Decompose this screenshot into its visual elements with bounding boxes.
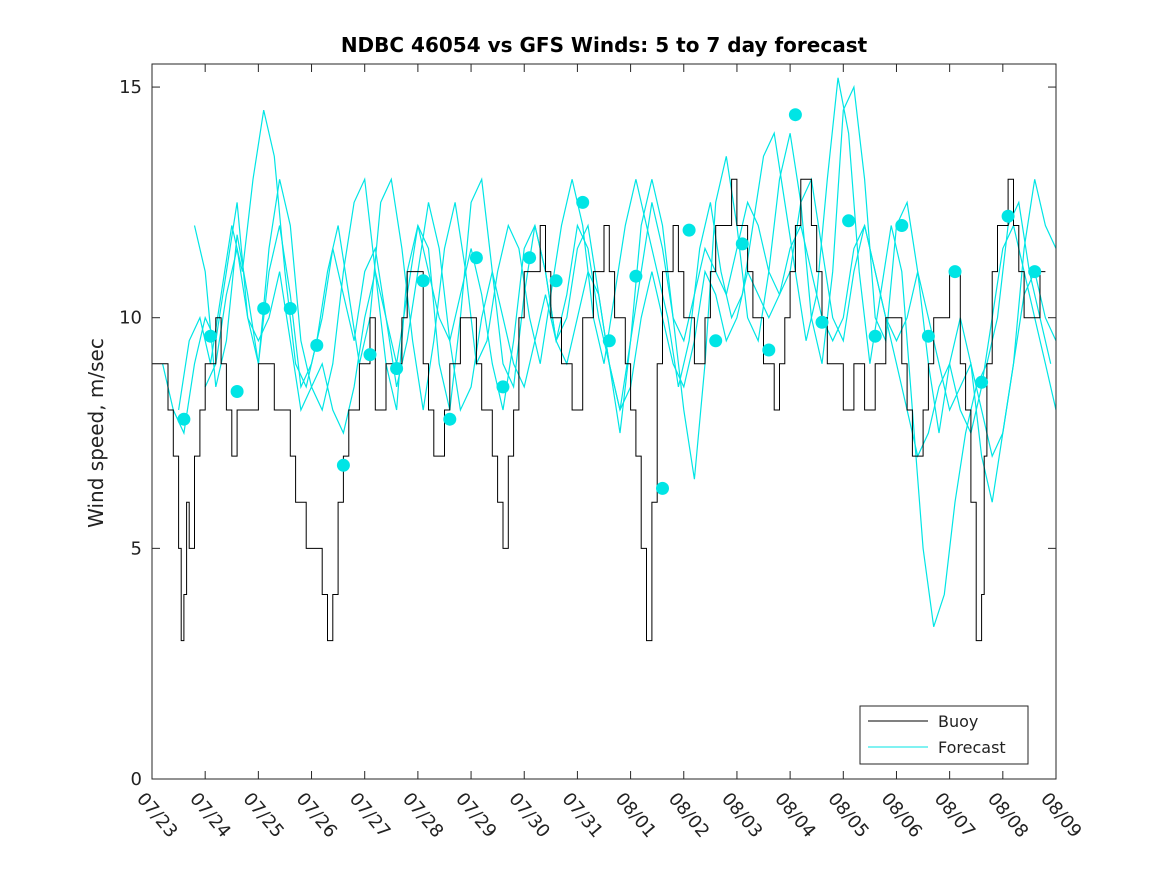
forecast-marker (336, 458, 350, 472)
forecast-marker (762, 343, 776, 357)
forecast-marker (496, 380, 510, 394)
forecast-marker (895, 219, 909, 232)
chart-title: NDBC 46054 vs GFS Winds: 5 to 7 day fore… (341, 33, 868, 57)
y-tick-label: 10 (119, 308, 142, 329)
series-layer (152, 77, 1057, 642)
forecast-marker (257, 302, 271, 315)
forecast-marker (230, 385, 244, 398)
forecast-marker (735, 237, 749, 251)
forecast-marker (177, 412, 191, 426)
forecast-marker (1028, 265, 1042, 279)
forecast-marker (948, 265, 962, 279)
forecast-line (193, 84, 1057, 503)
forecast-marker (310, 338, 324, 352)
legend-box (859, 705, 1029, 765)
y-tick-label: 15 (119, 77, 142, 98)
forecast-marker (469, 251, 483, 265)
y-axis-label: Wind speed, m/sec (84, 338, 108, 528)
forecast-marker (709, 334, 723, 348)
forecast-marker (363, 348, 377, 362)
forecast-marker (443, 412, 457, 426)
forecast-marker (629, 269, 643, 283)
y-ticks: 0 5 10 15 (119, 77, 1056, 790)
forecast-marker (576, 195, 590, 209)
forecast-marker (549, 274, 563, 288)
legend: Buoy Forecast (859, 705, 1029, 765)
forecast-marker (975, 375, 989, 389)
forecast-marker (868, 329, 882, 343)
forecast-marker (416, 274, 430, 288)
forecast-marker (656, 481, 669, 495)
forecast-marker (815, 315, 829, 329)
forecast-marker (921, 329, 935, 343)
forecast-marker (523, 251, 537, 265)
y-tick-label: 0 (131, 769, 142, 790)
axes-frame (151, 63, 1057, 780)
legend-label-buoy: Buoy (938, 712, 978, 731)
plot-area (152, 77, 1057, 642)
forecast-marker (390, 362, 404, 375)
legend-label-forecast: Forecast (938, 738, 1006, 757)
forecast-marker (682, 223, 696, 237)
buoy-line (152, 178, 1046, 642)
forecast-marker (788, 108, 802, 122)
forecast-marker (1001, 209, 1015, 223)
y-tick-label: 5 (131, 538, 142, 559)
forecast-marker (602, 334, 616, 348)
forecast-marker (842, 214, 856, 228)
forecast-marker (283, 302, 297, 315)
forecast-marker (204, 329, 217, 343)
